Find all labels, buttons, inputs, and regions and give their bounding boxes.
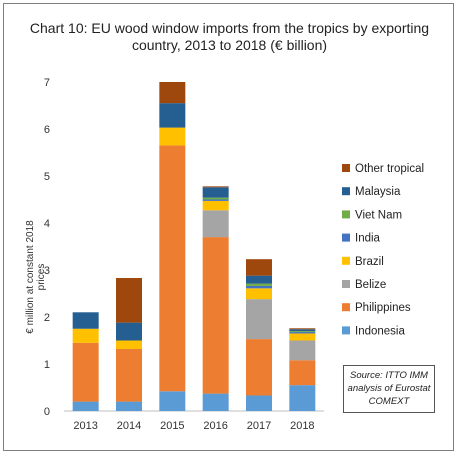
legend-label: Other tropical xyxy=(355,163,424,175)
bar-segment xyxy=(246,259,272,276)
bar-segment xyxy=(289,385,316,411)
legend-label: Malaysia xyxy=(355,186,401,198)
source-line-1: Source: ITTO IMM xyxy=(350,370,428,381)
bar-segment xyxy=(159,103,186,128)
bar-segment xyxy=(116,401,142,411)
bar-segment xyxy=(159,391,186,411)
bar-segment xyxy=(116,340,142,349)
source-line-2: analysis of Eurostat xyxy=(347,383,431,394)
x-tick-label: 2017 xyxy=(247,420,271,432)
bar-segment xyxy=(202,210,229,238)
chart-title: Chart 10: EU wood window imports from th… xyxy=(29,20,430,53)
bar-segment xyxy=(246,288,272,300)
bar-segment xyxy=(289,328,316,330)
bar-segment xyxy=(246,299,272,340)
bar-segment xyxy=(159,145,186,392)
bar-segment xyxy=(72,401,99,411)
legend-label: Viet Nam xyxy=(355,209,402,221)
x-tick-label: 2016 xyxy=(203,420,227,432)
y-tick-label: 4 xyxy=(44,218,50,230)
legend-label: Indonesia xyxy=(355,325,405,337)
legend-swatch xyxy=(342,187,350,196)
chart-frame: Chart 10: EU wood window imports from th… xyxy=(3,3,454,451)
y-tick-label: 6 xyxy=(44,124,50,136)
x-tick-label: 2015 xyxy=(160,420,184,432)
source-line-3: COMEXT xyxy=(368,396,410,407)
bar-segment xyxy=(289,331,316,333)
source-annotation: Source: ITTO IMM analysis of Eurostat CO… xyxy=(343,365,435,413)
bar-segment xyxy=(289,340,316,361)
bar-segment xyxy=(289,329,316,332)
legend-swatch xyxy=(342,164,350,172)
bar-segment xyxy=(72,312,99,329)
bar-segment xyxy=(246,275,272,284)
legend-swatch xyxy=(342,280,350,288)
bar-segment xyxy=(72,342,99,402)
legend-label: Brazil xyxy=(355,256,384,268)
bar-segment xyxy=(289,333,316,341)
bar-segment xyxy=(246,339,272,396)
bar-segment xyxy=(289,332,316,334)
y-tick-label: 0 xyxy=(44,406,50,418)
bar-segment xyxy=(246,283,272,286)
legend-swatch xyxy=(342,210,350,219)
bar-segment xyxy=(246,395,272,411)
bar-segment xyxy=(116,277,142,323)
bar-segment xyxy=(246,285,272,289)
stacked-bar-chart: 0 1 2 3 4 5 6 7 2013 2014 2015 2016 2017 2018 Other tr… xyxy=(44,77,424,432)
legend-swatch xyxy=(342,256,350,265)
y-tick-label: 2 xyxy=(44,312,50,324)
bar-segment xyxy=(159,82,186,104)
legend-swatch xyxy=(342,303,350,312)
bar-segment xyxy=(202,187,229,198)
bar-segment xyxy=(116,322,142,341)
y-tick-label: 7 xyxy=(44,77,50,89)
bar-segment xyxy=(202,197,229,200)
y-tick-label: 5 xyxy=(44,171,50,183)
legend-label: Belize xyxy=(355,279,386,291)
bar-segment xyxy=(72,328,99,343)
x-tick-label: 2014 xyxy=(117,420,141,432)
bar-segment xyxy=(202,186,229,188)
bar-segment xyxy=(202,199,229,201)
bar-segment xyxy=(202,200,229,211)
x-tick-label: 2018 xyxy=(290,420,314,432)
bar-segment xyxy=(202,393,229,411)
legend-label: Philippines xyxy=(355,302,411,314)
bar-segment xyxy=(159,127,186,146)
legend-label: India xyxy=(355,233,381,245)
legend-swatch xyxy=(342,326,350,335)
bar-segment xyxy=(289,360,316,386)
legend-swatch xyxy=(342,233,350,242)
y-tick-label: 3 xyxy=(44,265,50,277)
y-tick-label: 1 xyxy=(44,359,50,371)
x-tick-label: 2013 xyxy=(73,420,97,432)
bar-segment xyxy=(202,237,229,394)
bar-segment xyxy=(116,348,142,402)
